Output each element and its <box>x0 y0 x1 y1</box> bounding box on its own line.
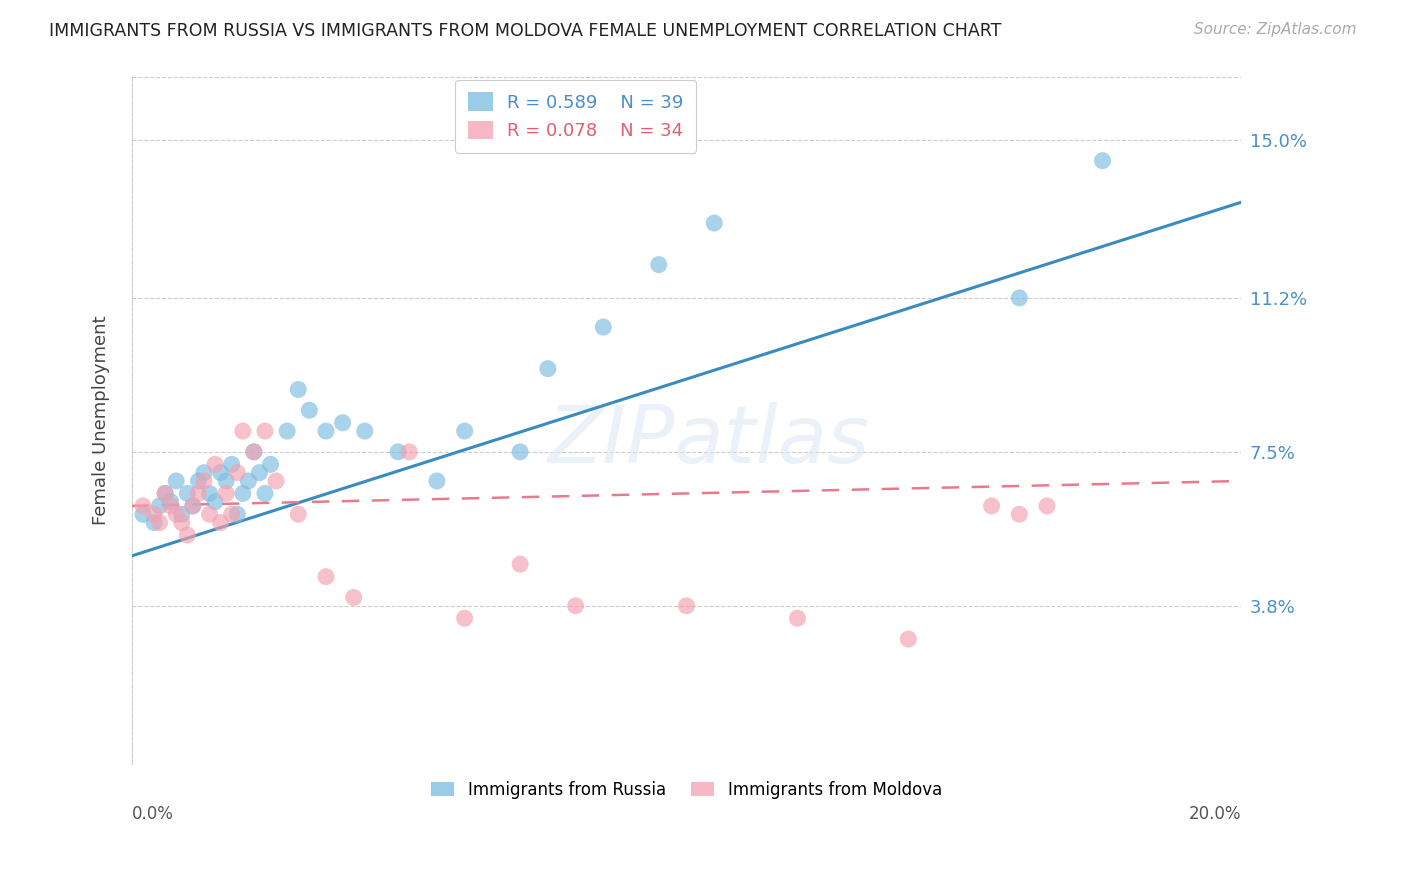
Point <box>193 466 215 480</box>
Point <box>170 508 193 522</box>
Point <box>592 320 614 334</box>
Point <box>259 458 281 472</box>
Point <box>143 508 166 522</box>
Point <box>165 508 187 522</box>
Point <box>387 445 409 459</box>
Point <box>537 361 560 376</box>
Point <box>253 486 276 500</box>
Text: Source: ZipAtlas.com: Source: ZipAtlas.com <box>1194 22 1357 37</box>
Point <box>193 474 215 488</box>
Point <box>181 499 204 513</box>
Text: IMMIGRANTS FROM RUSSIA VS IMMIGRANTS FROM MOLDOVA FEMALE UNEMPLOYMENT CORRELATIO: IMMIGRANTS FROM RUSSIA VS IMMIGRANTS FRO… <box>49 22 1001 40</box>
Point <box>215 474 238 488</box>
Point <box>143 516 166 530</box>
Point <box>170 516 193 530</box>
Point <box>315 569 337 583</box>
Point <box>176 486 198 500</box>
Legend: Immigrants from Russia, Immigrants from Moldova: Immigrants from Russia, Immigrants from … <box>423 772 950 807</box>
Point <box>453 424 475 438</box>
Point <box>1008 508 1031 522</box>
Point <box>298 403 321 417</box>
Point <box>159 499 181 513</box>
Point <box>149 499 172 513</box>
Point <box>204 458 226 472</box>
Point <box>332 416 354 430</box>
Point <box>153 486 176 500</box>
Point <box>221 458 243 472</box>
Point <box>181 499 204 513</box>
Point <box>187 486 209 500</box>
Text: 20.0%: 20.0% <box>1188 805 1241 823</box>
Point <box>509 557 531 571</box>
Point <box>1008 291 1031 305</box>
Point <box>426 474 449 488</box>
Point <box>165 474 187 488</box>
Point <box>264 474 287 488</box>
Point <box>209 516 232 530</box>
Point <box>253 424 276 438</box>
Point <box>159 495 181 509</box>
Point <box>204 495 226 509</box>
Point <box>287 508 309 522</box>
Point <box>453 611 475 625</box>
Point <box>198 508 221 522</box>
Text: 0.0%: 0.0% <box>132 805 174 823</box>
Y-axis label: Female Unemployment: Female Unemployment <box>93 316 110 525</box>
Point <box>1036 499 1059 513</box>
Point <box>232 424 254 438</box>
Point <box>221 508 243 522</box>
Point <box>315 424 337 438</box>
Point <box>132 499 155 513</box>
Point <box>243 445 266 459</box>
Point <box>703 216 725 230</box>
Point <box>232 486 254 500</box>
Point <box>786 611 808 625</box>
Point <box>198 486 221 500</box>
Point <box>648 258 671 272</box>
Point <box>149 516 172 530</box>
Point <box>398 445 420 459</box>
Text: ZIPatlas: ZIPatlas <box>548 402 870 480</box>
Point <box>287 383 309 397</box>
Point <box>238 474 260 488</box>
Point <box>509 445 531 459</box>
Point <box>980 499 1002 513</box>
Point <box>353 424 375 438</box>
Point <box>226 466 249 480</box>
Point <box>153 486 176 500</box>
Point <box>675 599 697 613</box>
Point <box>1091 153 1114 168</box>
Point <box>897 632 920 646</box>
Point <box>132 508 155 522</box>
Point <box>249 466 271 480</box>
Point <box>209 466 232 480</box>
Point <box>176 528 198 542</box>
Point <box>226 508 249 522</box>
Point <box>243 445 266 459</box>
Point <box>564 599 586 613</box>
Point <box>215 486 238 500</box>
Point <box>187 474 209 488</box>
Point <box>343 591 366 605</box>
Point <box>276 424 298 438</box>
